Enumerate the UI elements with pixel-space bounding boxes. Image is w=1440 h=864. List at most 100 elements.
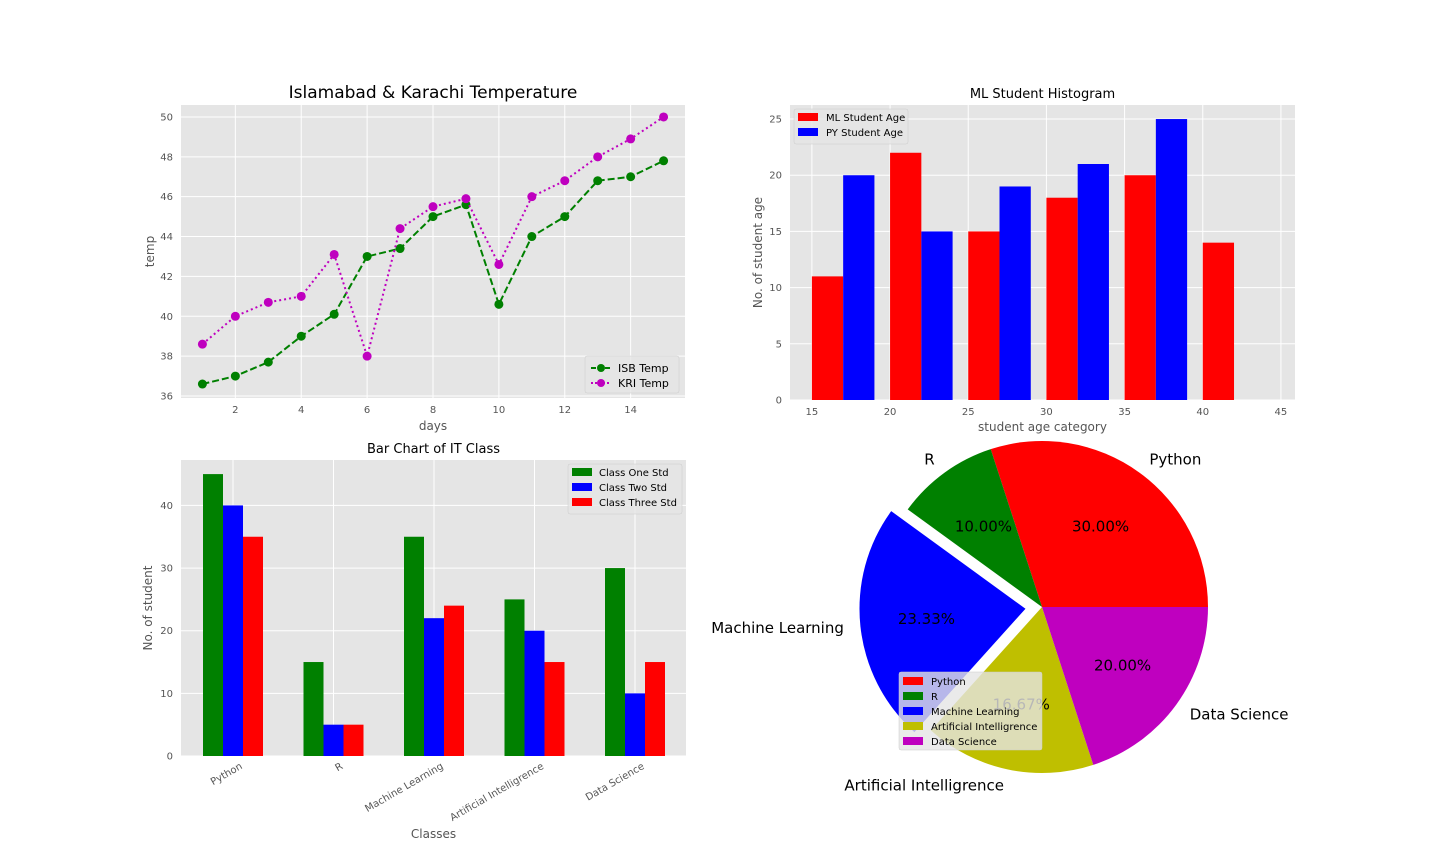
data-point xyxy=(362,251,372,261)
legend-swatch xyxy=(903,737,923,745)
grouped-bar xyxy=(303,662,324,756)
category-tick-label: Python xyxy=(209,761,245,788)
line-chart-ylabel: temp xyxy=(143,236,157,267)
x-tick-label: 8 xyxy=(430,405,436,416)
grouped-legend xyxy=(567,463,683,515)
y-tick-label: 50 xyxy=(160,112,173,123)
y-tick-label: 40 xyxy=(160,501,173,512)
legend-label: Machine Learning xyxy=(931,707,1019,718)
data-point xyxy=(593,152,603,162)
y-tick-label: 10 xyxy=(769,283,782,294)
legend-label: ISB Temp xyxy=(618,362,669,375)
x-tick-label: 10 xyxy=(493,405,506,416)
data-point xyxy=(362,351,372,361)
data-point xyxy=(428,212,438,222)
y-tick-label: 25 xyxy=(769,115,782,126)
y-tick-label: 46 xyxy=(160,192,173,203)
histogram-legend xyxy=(793,108,909,145)
grouped-bar xyxy=(524,630,545,756)
legend-swatch xyxy=(572,498,592,506)
grouped-bar xyxy=(323,724,344,756)
pie-slice-label: Artificial Intelligrence xyxy=(844,777,1004,795)
histogram-ylabel: No. of student age xyxy=(751,197,765,308)
legend-label: Artificial Intelligrence xyxy=(931,722,1037,733)
y-tick-label: 20 xyxy=(769,171,782,182)
legend-label: Data Science xyxy=(931,737,997,748)
legend-swatch xyxy=(903,722,923,730)
histogram-bar xyxy=(921,231,953,400)
x-tick-label: 2 xyxy=(232,405,238,416)
grouped-bar xyxy=(625,693,645,756)
y-tick-label: 36 xyxy=(160,392,173,403)
histogram-bar xyxy=(1155,119,1188,401)
x-tick-label: 25 xyxy=(962,407,975,418)
legend-swatch xyxy=(798,128,818,136)
histogram-bar xyxy=(968,231,1000,400)
histogram-bar xyxy=(1077,164,1109,400)
pie-pct-label: 23.33% xyxy=(898,610,955,628)
data-point xyxy=(659,112,669,122)
x-tick-label: 40 xyxy=(1196,407,1209,418)
grouped-bar xyxy=(243,536,263,756)
data-point xyxy=(593,176,603,186)
data-point xyxy=(527,192,537,202)
category-tick-label: Artificial Intelligrence xyxy=(448,761,546,824)
histogram-bar xyxy=(1046,197,1078,400)
x-tick-label: 12 xyxy=(558,405,571,416)
data-point xyxy=(329,309,339,319)
data-point xyxy=(263,357,273,367)
histogram-bar xyxy=(1202,242,1235,400)
legend-label: Class One Std xyxy=(599,468,669,479)
data-point xyxy=(626,172,636,182)
line-chart-title: Islamabad & Karachi Temperature xyxy=(289,83,578,103)
grouped-bar xyxy=(504,599,525,756)
legend-swatch xyxy=(903,677,923,685)
pie-slice-label: Python xyxy=(1149,450,1201,468)
data-point xyxy=(659,156,669,166)
x-tick-label: 20 xyxy=(884,407,897,418)
histogram-bar xyxy=(1124,175,1156,400)
data-point xyxy=(197,379,207,389)
grouped-ylabel: No. of student xyxy=(141,565,155,650)
category-tick-label: R xyxy=(333,761,345,774)
data-point xyxy=(230,311,240,321)
grouped-title: Bar Chart of IT Class xyxy=(367,442,500,457)
histogram-bar xyxy=(843,175,875,400)
legend-label: KRI Temp xyxy=(618,377,669,390)
pie-slice-label: Data Science xyxy=(1190,705,1289,723)
y-tick-label: 0 xyxy=(167,752,173,763)
y-tick-label: 48 xyxy=(160,152,173,163)
pie-chart: Python 30.00% R 10.00% Machine Learning 23.33… xyxy=(711,440,1289,795)
histogram-bar xyxy=(999,186,1031,400)
grouped-bar xyxy=(424,618,444,756)
y-tick-label: 0 xyxy=(776,396,782,407)
data-point xyxy=(329,249,339,259)
grouped-bar xyxy=(544,662,565,756)
data-point xyxy=(461,194,471,204)
legend-label: R xyxy=(931,692,938,703)
y-tick-label: 40 xyxy=(160,312,173,323)
legend-label: ML Student Age xyxy=(826,113,905,124)
data-point xyxy=(395,244,405,254)
histogram-bar xyxy=(811,276,844,400)
pie-pct-label: 20.00% xyxy=(1094,657,1151,675)
category-tick-label: Data Science xyxy=(584,761,647,803)
pie-slice xyxy=(1042,607,1208,765)
data-point xyxy=(527,232,537,242)
pie-pct-label: 30.00% xyxy=(1072,517,1129,535)
grouped-bar xyxy=(223,505,243,756)
legend-marker xyxy=(597,364,605,372)
grouped-bar xyxy=(404,536,424,756)
x-tick-label: 30 xyxy=(1040,407,1053,418)
x-tick-label: 45 xyxy=(1275,407,1288,418)
grouped-bar-chart: 0 10 20 30 40 Bar Chart of IT Class Classes No.… xyxy=(141,442,686,841)
data-point xyxy=(494,259,504,269)
y-tick-label: 5 xyxy=(776,339,782,350)
legend-label: Class Two Std xyxy=(599,483,667,494)
category-tick-label: Machine Learning xyxy=(363,761,445,815)
grouped-xlabel: Classes xyxy=(411,827,456,841)
histogram-title: ML Student Histogram xyxy=(970,87,1115,102)
legend-swatch xyxy=(903,707,923,715)
